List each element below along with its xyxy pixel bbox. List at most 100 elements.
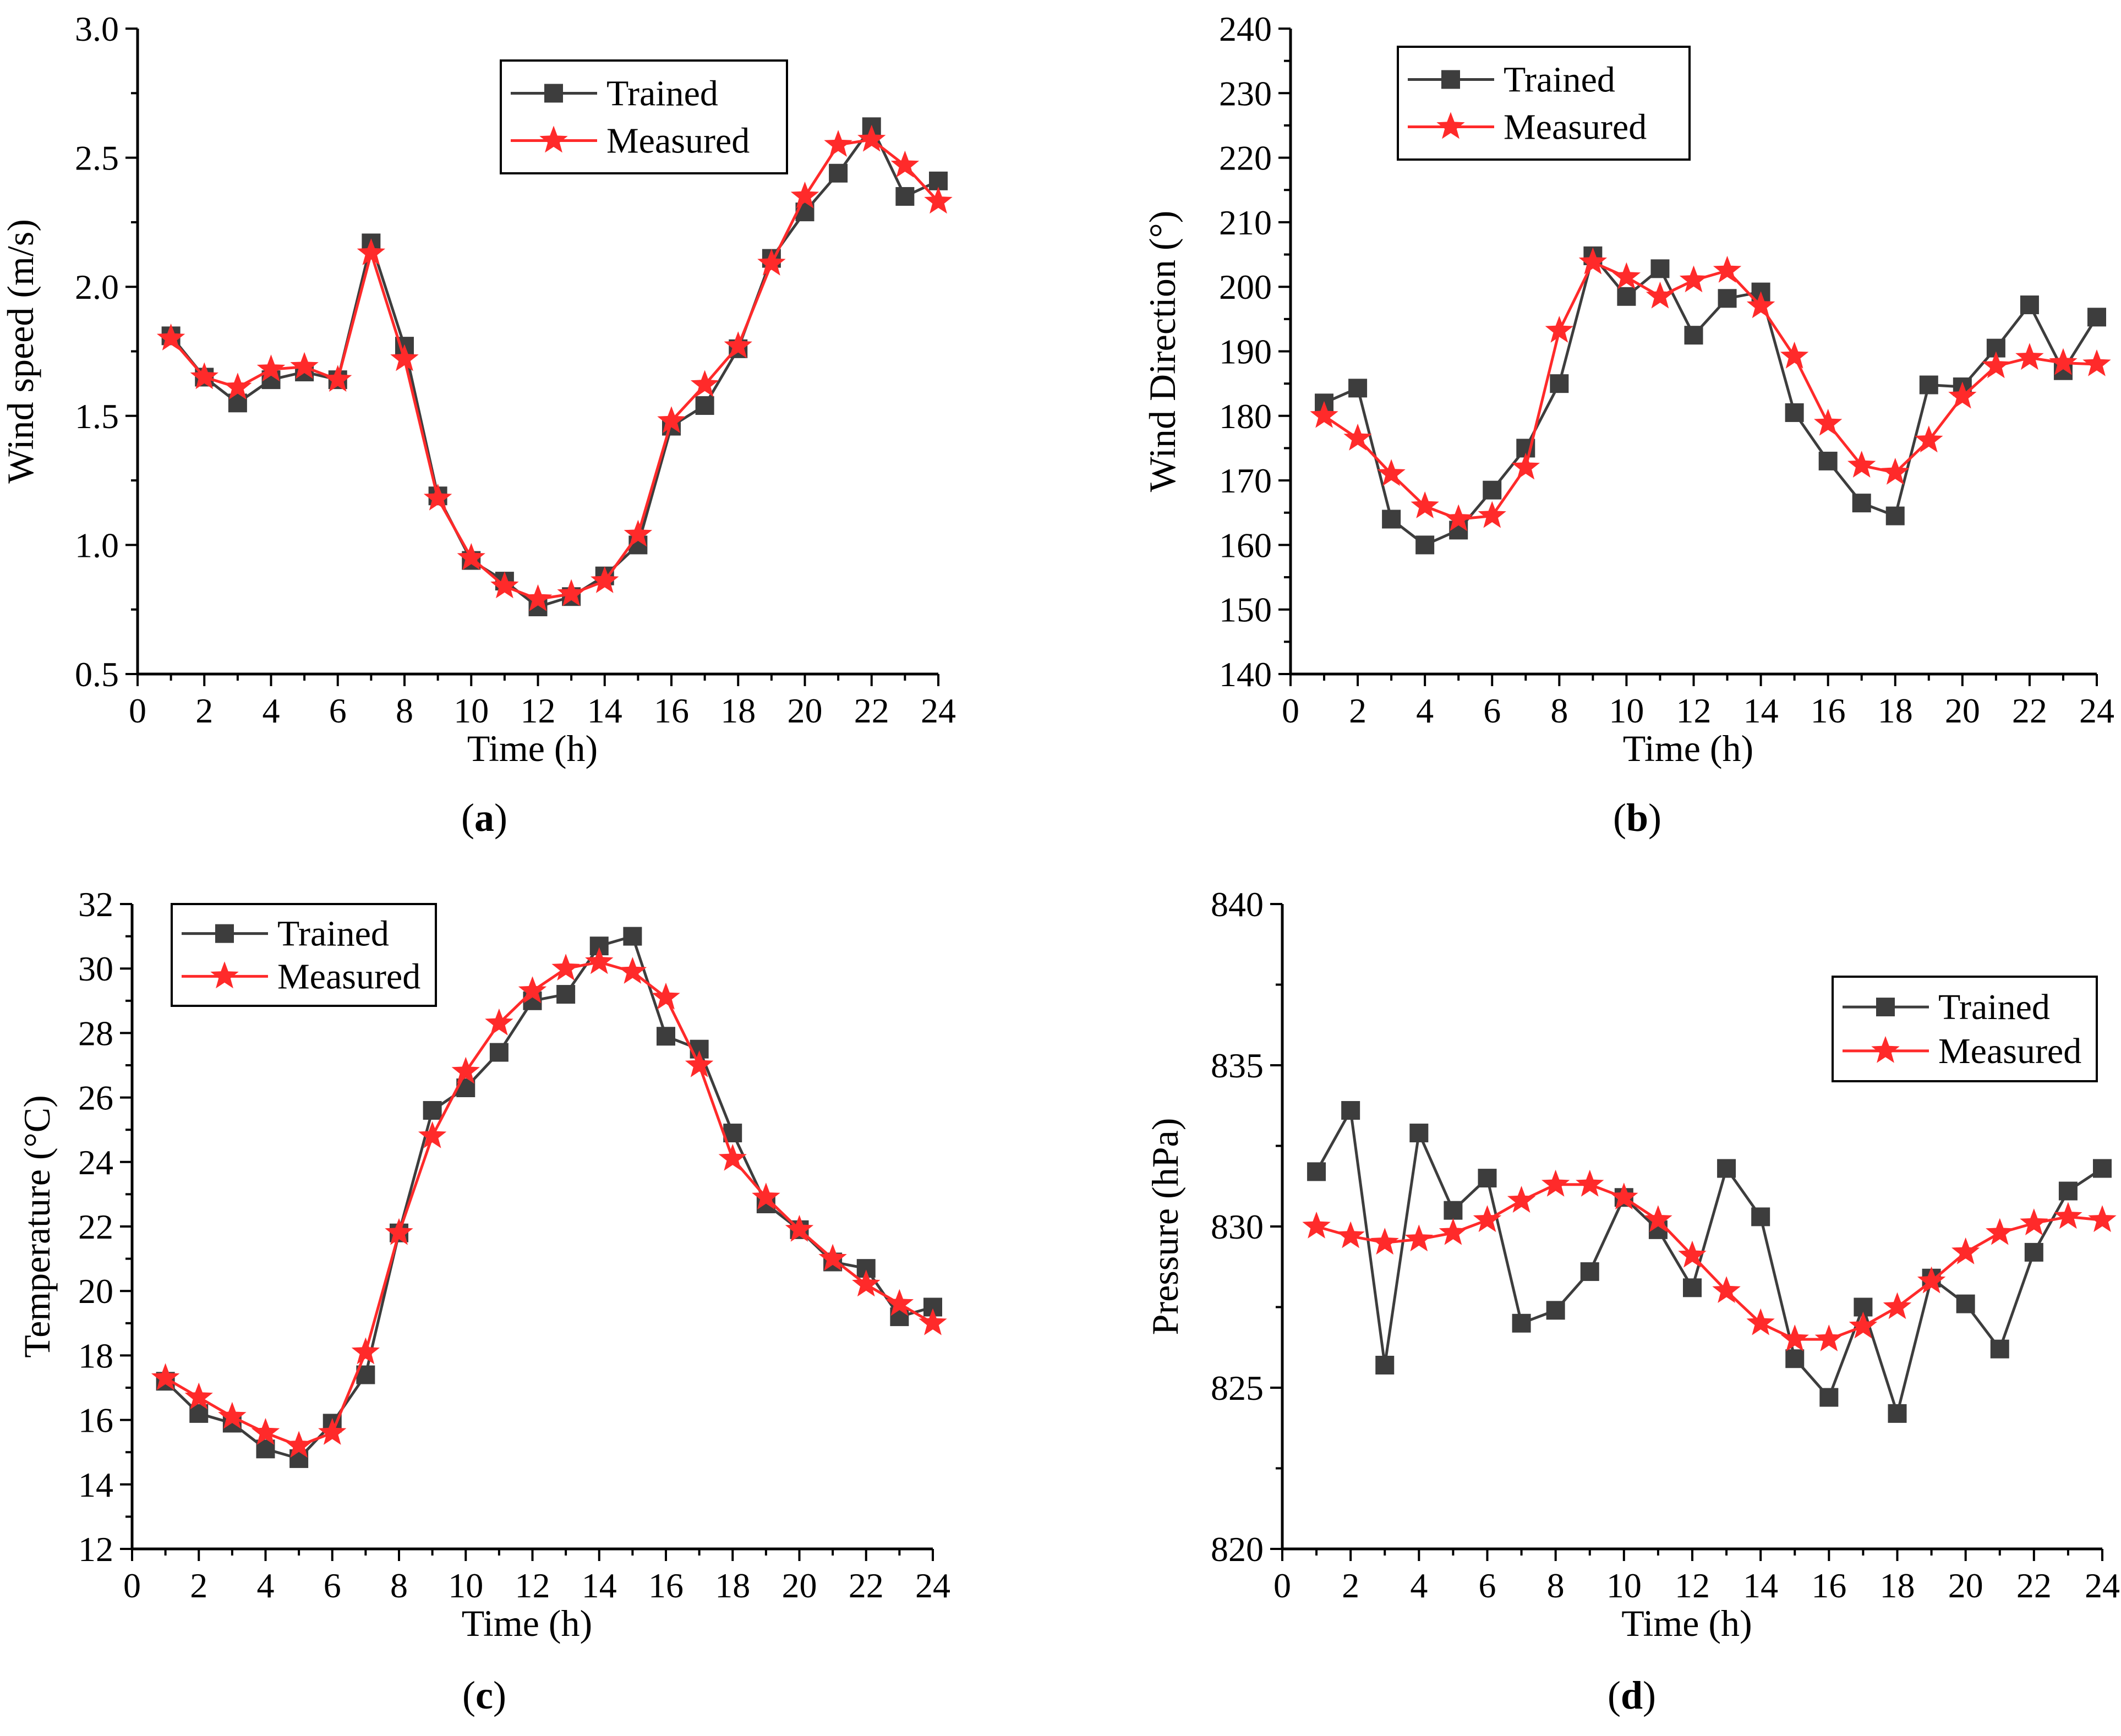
y-tick-label: 0.5	[75, 655, 119, 694]
x-tick-label: 0	[1273, 1566, 1291, 1605]
y-tick-label: 180	[1219, 397, 1272, 436]
data-point-measured	[618, 957, 647, 984]
x-tick-label: 24	[915, 1566, 950, 1605]
data-point-measured	[290, 352, 319, 379]
y-tick-label: 26	[78, 1078, 113, 1118]
x-tick-label: 14	[582, 1566, 617, 1605]
data-point-trained	[895, 187, 915, 206]
data-point-measured	[1646, 281, 1675, 309]
legend-label-trained: Trained	[1504, 59, 1615, 100]
y-tick-label: 840	[1211, 885, 1264, 924]
data-point-measured	[2088, 1205, 2117, 1233]
data-point-measured	[1814, 1324, 1843, 1351]
data-point-measured	[1439, 1218, 1468, 1245]
series-measured	[151, 947, 947, 1458]
data-point-measured	[2054, 1202, 2082, 1229]
data-point-measured	[718, 1143, 747, 1171]
x-tick-label: 18	[720, 691, 756, 730]
y-tick-label: 18	[78, 1336, 113, 1375]
data-point-measured	[1982, 351, 2010, 379]
data-point-measured	[1915, 425, 1943, 453]
legend-box	[1832, 976, 2098, 1082]
data-point-measured	[1444, 504, 1473, 532]
x-tick-label: 10	[1606, 1566, 1642, 1605]
x-tick-label: 20	[1945, 691, 1980, 730]
legend-label-measured: Measured	[277, 956, 420, 996]
data-point-measured	[1780, 341, 1809, 369]
x-tick-label: 10	[1609, 691, 1644, 730]
legend-marker-measured	[539, 125, 568, 153]
data-point-measured	[1948, 381, 1977, 409]
y-axis-title: Wind speed (m/s)	[0, 219, 41, 484]
data-point-measured	[1411, 491, 1439, 518]
x-tick-label: 8	[1547, 1566, 1565, 1605]
x-tick-label: 16	[648, 1566, 684, 1605]
x-tick-label: 22	[854, 691, 889, 730]
data-point-measured	[1370, 1228, 1399, 1255]
data-point-measured	[1336, 1221, 1365, 1248]
data-point-measured	[790, 182, 819, 209]
y-tick-label: 2.0	[75, 267, 119, 306]
data-point-trained	[489, 1043, 509, 1062]
x-tick-label: 12	[1675, 1566, 1710, 1605]
y-tick-label: 820	[1211, 1530, 1264, 1569]
data-point-measured	[752, 1182, 780, 1210]
series-measured	[1302, 1169, 2117, 1351]
data-point-trained	[1956, 1294, 1975, 1313]
panel-caption: (c)	[462, 1673, 506, 1717]
data-point-trained	[1852, 494, 1871, 513]
series-line-trained	[164, 935, 933, 1460]
data-point-measured	[1612, 262, 1641, 289]
data-point-measured	[852, 1269, 881, 1297]
y-tick-label: 220	[1219, 139, 1272, 178]
x-tick-label: 14	[1743, 691, 1779, 730]
panel-caption: (d)	[1608, 1673, 1656, 1717]
y-tick-label: 1.5	[75, 397, 119, 436]
x-tick-label: 20	[1948, 1566, 1983, 1605]
legend-marker-trained	[215, 924, 234, 943]
data-point-measured	[1883, 1292, 1912, 1319]
x-axis-title: Time (h)	[462, 1602, 592, 1644]
x-tick-label: 6	[1479, 1566, 1496, 1605]
series-line-measured	[170, 138, 939, 601]
series-trained	[156, 927, 942, 1468]
data-point-measured	[657, 406, 686, 433]
y-tick-label: 20	[78, 1272, 113, 1311]
x-tick-label: 20	[782, 1566, 817, 1605]
x-tick-label: 22	[849, 1566, 884, 1605]
data-point-measured	[457, 543, 485, 570]
y-tick-label: 1.0	[75, 525, 119, 565]
data-point-measured	[1541, 1169, 1570, 1197]
data-point-trained	[1444, 1201, 1463, 1220]
legend-marker-measured	[210, 961, 239, 989]
data-point-trained	[1888, 1404, 1907, 1423]
data-point-measured	[351, 1337, 380, 1365]
x-tick-label: 18	[1880, 1566, 1915, 1605]
data-point-trained	[1919, 375, 1938, 395]
y-tick-label: 3.0	[75, 9, 119, 48]
x-axis-title: Time (h)	[1621, 1602, 1752, 1644]
x-tick-label: 24	[921, 691, 956, 730]
panel-caption: (b)	[1613, 796, 1661, 840]
y-axis-title: Temperature (°C)	[16, 1095, 58, 1357]
data-point-measured	[1302, 1212, 1331, 1239]
data-point-measured	[218, 1401, 247, 1429]
data-point-trained	[1751, 1207, 1770, 1226]
y-tick-label: 30	[78, 949, 113, 988]
data-point-measured	[285, 1431, 313, 1458]
x-tick-label: 12	[515, 1566, 550, 1605]
x-tick-label: 8	[396, 691, 413, 730]
x-tick-label: 4	[1410, 1566, 1428, 1605]
data-point-measured	[1511, 452, 1540, 480]
data-point-measured	[757, 249, 786, 276]
x-tick-label: 24	[2079, 691, 2114, 730]
data-point-measured	[724, 331, 752, 358]
data-point-trained	[1483, 480, 1502, 500]
y-tick-label: 835	[1211, 1046, 1264, 1085]
data-point-trained	[2093, 1159, 2112, 1178]
x-tick-label: 0	[123, 1566, 141, 1605]
panel-a: 0 2 4 6 8 10 12 14 16 18 20 22 240.51.01.52.02.53.0T…	[0, 9, 956, 840]
data-point-measured	[1545, 316, 1573, 343]
